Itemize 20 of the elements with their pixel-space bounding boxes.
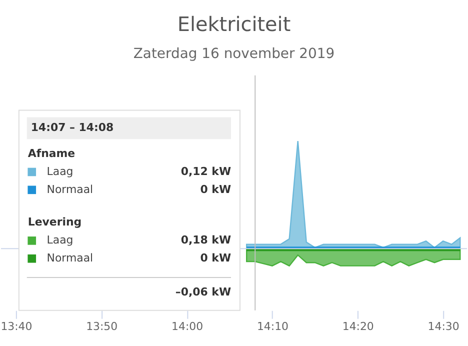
annotation: Afname [28, 147, 76, 160]
annotation: 0,18 kW [180, 234, 232, 247]
text: 14:07 – 14:08 [30, 121, 114, 134]
annotation: 0 kW [200, 252, 232, 265]
x-tick-label: 13:40 [0, 320, 32, 333]
legend-label: Laag [46, 164, 74, 178]
x-tick-label: 14:20 [342, 320, 374, 333]
chart-subtitle: Zaterdag 16 november 2019 [133, 46, 335, 62]
annotation: Levering [28, 216, 82, 229]
text: –0,06 kW [175, 285, 232, 298]
x-tick-label: 14:30 [428, 320, 460, 333]
legend-label: Laag [46, 234, 74, 247]
legend-label: Normaal [46, 182, 94, 196]
chart-title: Elektriciteit [177, 13, 291, 36]
legend-label: Normaal [46, 252, 94, 265]
x-tick-label: 13:50 [86, 320, 118, 333]
x-tick-label: 14:10 [256, 320, 289, 333]
annotation: 0 kW [200, 182, 232, 196]
annotation: 0,12 kW [180, 164, 232, 178]
x-tick-label: 14:00 [172, 320, 204, 333]
